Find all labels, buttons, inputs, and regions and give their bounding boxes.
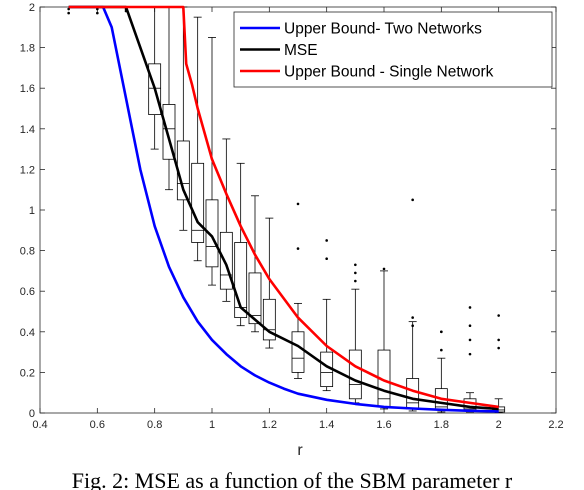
box-body xyxy=(406,378,420,410)
outlier-point xyxy=(497,338,500,342)
y-tick-label: 0.8 xyxy=(20,246,35,258)
outlier-point xyxy=(411,324,414,328)
outlier-point xyxy=(411,198,414,202)
outlier-point xyxy=(354,263,357,267)
legend: Upper Bound- Two Networks MSE Upper Bound … xyxy=(233,11,553,88)
outlier-point xyxy=(296,247,300,250)
y-tick-label: 0.2 xyxy=(20,367,35,379)
axes-frame xyxy=(39,6,557,414)
legend-label: Upper Bound- Two Networks xyxy=(284,21,482,38)
outlier-point xyxy=(468,306,472,309)
boxplot xyxy=(291,302,305,379)
outlier-point xyxy=(440,330,443,334)
x-tick-label: 1.2 xyxy=(262,419,277,431)
y-tick-label: 2 xyxy=(29,2,35,14)
box-body xyxy=(191,162,205,243)
boxplot xyxy=(205,37,219,286)
boxplot xyxy=(162,6,176,191)
outlier-point xyxy=(325,239,328,242)
box-body xyxy=(248,272,262,325)
box-body xyxy=(348,349,362,400)
series-line-1 xyxy=(68,5,499,411)
series-line-0 xyxy=(68,5,499,413)
x-tick-label: 1.6 xyxy=(376,419,391,431)
x-tick-label: 0.8 xyxy=(147,419,162,431)
outlier-point xyxy=(354,279,357,283)
series-line-2 xyxy=(68,5,499,409)
x-axis-label: r xyxy=(297,442,303,459)
legend-box xyxy=(233,11,553,88)
tick-labels: 0.4 0.6 0.8 1 1.2 1.4 1.6 1.8 2 2.2 0 0.2 0.4 0.6 0.8 1… xyxy=(20,2,564,431)
outlier-point xyxy=(440,348,443,352)
boxplot xyxy=(248,195,262,333)
x-tick-label: 0.4 xyxy=(32,419,47,431)
outlier-point xyxy=(325,257,328,261)
y-tick-label: 0.4 xyxy=(20,327,35,339)
figure-caption: Fig. 2: MSE as a function of the SBM par… xyxy=(71,468,513,490)
outlier-point xyxy=(67,7,70,11)
y-tick-label: 1 xyxy=(29,205,35,217)
x-tick-label: 0.6 xyxy=(90,419,105,431)
legend-label: MSE xyxy=(284,42,318,59)
x-tick-label: 1 xyxy=(209,419,215,431)
legend-label: Upper Bound - Single Network xyxy=(284,64,494,81)
outlier-point xyxy=(67,11,70,15)
outlier-point xyxy=(382,267,386,271)
y-tick-label: 0.6 xyxy=(20,286,35,298)
boxplot xyxy=(234,162,248,327)
x-tick-label: 1.8 xyxy=(434,419,449,431)
outlier-point xyxy=(296,202,300,206)
outlier-point xyxy=(468,324,472,328)
box-body xyxy=(205,199,219,268)
boxplot xyxy=(191,16,205,262)
series-lines xyxy=(68,5,499,413)
outlier-point xyxy=(96,11,99,15)
y-tick-label: 1.4 xyxy=(20,124,35,136)
outlier-point xyxy=(468,338,472,342)
outlier-point xyxy=(497,346,500,350)
outlier-point xyxy=(468,352,472,356)
x-tick-label: 1.4 xyxy=(319,419,334,431)
y-tick-label: 1.2 xyxy=(20,164,35,176)
box-body xyxy=(291,331,305,373)
y-tick-label: 1.8 xyxy=(20,43,35,55)
y-tick-label: 1.6 xyxy=(20,83,35,95)
x-tick-label: 2 xyxy=(496,419,502,431)
boxplot xyxy=(348,288,362,404)
x-tick-label: 2.2 xyxy=(548,419,563,431)
y-tick-label: 0 xyxy=(29,408,35,420)
outlier-point xyxy=(96,7,99,11)
outlier-point xyxy=(411,316,414,319)
mse-chart: 0.4 0.6 0.8 1 1.2 1.4 1.6 1.8 2 2.2 0 0.2 0.4 0.6 0.8 1… xyxy=(20,2,564,459)
outlier-point xyxy=(354,271,357,275)
outlier-point xyxy=(497,314,500,317)
